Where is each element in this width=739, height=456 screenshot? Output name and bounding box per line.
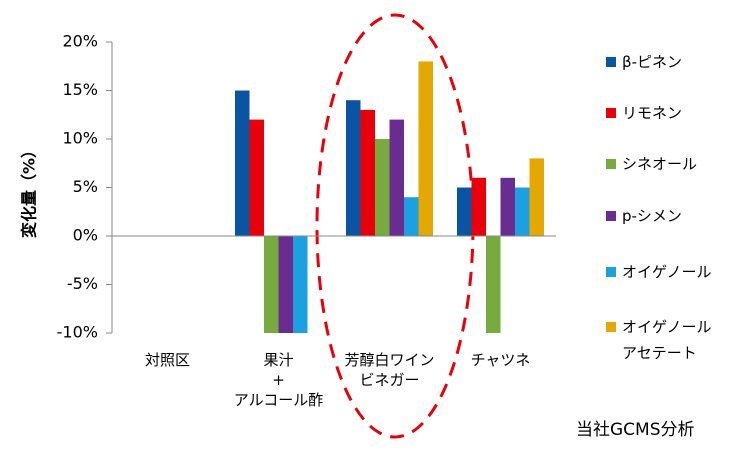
legend-swatch — [606, 57, 616, 67]
y-tick-label: -10% — [57, 323, 98, 342]
bar — [264, 236, 279, 333]
x-tick-label: 対照区 — [144, 351, 190, 369]
y-tick-label: 5% — [73, 177, 98, 196]
bar — [404, 197, 419, 236]
legend-label: シネオール — [622, 155, 698, 173]
legend-swatch — [606, 108, 616, 118]
bar — [235, 90, 250, 236]
bar — [389, 119, 404, 236]
legend-swatch — [606, 211, 616, 221]
bar — [278, 236, 293, 333]
bar — [249, 119, 264, 236]
y-tick-label: -5% — [67, 274, 98, 293]
y-axis-label: 変化量（%） — [20, 142, 39, 238]
legend-swatch — [606, 267, 616, 277]
y-tick-label: 20% — [62, 32, 98, 51]
legend-swatch — [606, 322, 616, 332]
y-tick-label: 15% — [62, 80, 98, 99]
bar — [471, 177, 486, 236]
bar — [346, 100, 361, 236]
bar — [293, 236, 308, 333]
y-tick-label: 0% — [73, 226, 98, 245]
bar — [418, 61, 433, 237]
bar — [360, 109, 375, 236]
x-tick-label: 芳醇白ワイン ビネガー — [344, 351, 435, 389]
legend-label: オイゲノールアセテート — [622, 318, 712, 362]
bar — [486, 236, 501, 333]
legend-label: β-ピネン — [622, 53, 682, 71]
y-tick-label: 10% — [62, 129, 98, 148]
legend-swatch — [606, 159, 616, 169]
legend-label: オイゲノール — [622, 263, 712, 281]
legend-label: リモネン — [622, 104, 683, 122]
bar — [500, 177, 515, 236]
bar — [515, 187, 530, 236]
bar — [457, 187, 472, 236]
x-tick-label: チャツネ — [470, 351, 531, 369]
legend-label: p-シメン — [622, 207, 682, 225]
annotation: 当社GCMS分析 — [576, 420, 695, 440]
x-tick-label: 果汁 + アルコール酢 — [233, 351, 324, 409]
bar — [529, 158, 544, 236]
bar — [375, 139, 390, 236]
